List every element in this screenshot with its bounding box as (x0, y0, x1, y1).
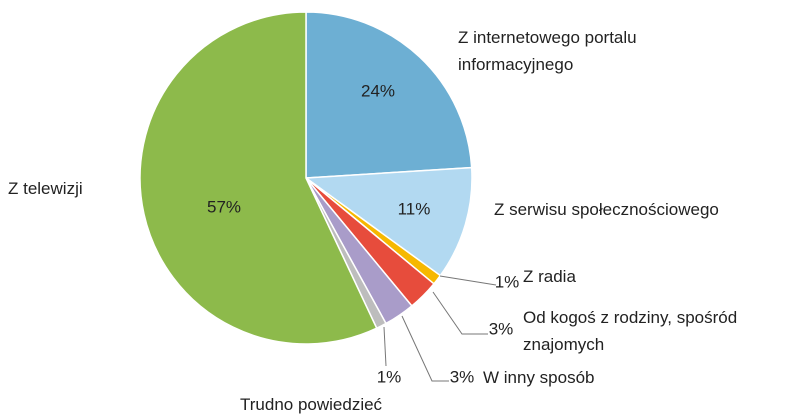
value-label: 11% (398, 199, 431, 218)
category-label: Z serwisu społecznościowego (494, 200, 719, 219)
leader-line (383, 326, 387, 367)
value-label: 3% (489, 319, 514, 338)
category-label: Z telewizji (8, 179, 83, 198)
leader-line (439, 275, 497, 286)
value-label: 1% (377, 367, 402, 386)
pie-slice (139, 11, 378, 345)
leader-line (401, 315, 449, 382)
category-label: Od kogoś z rodziny, spośród znajomych (523, 308, 738, 354)
pie-slice (305, 11, 473, 179)
value-label: 3% (450, 367, 475, 386)
leader-line (432, 291, 488, 335)
value-label: 1% (495, 272, 520, 291)
category-label: Z radia (523, 267, 576, 286)
category-label: W inny sposób (483, 368, 595, 387)
category-label: Trudno powiedzieć (240, 395, 383, 414)
value-label: 57% (207, 197, 241, 216)
pie-slice (303, 166, 473, 277)
category-label: Z internetowego portalu informacyjnego (458, 28, 637, 74)
value-label: 24% (361, 81, 395, 100)
